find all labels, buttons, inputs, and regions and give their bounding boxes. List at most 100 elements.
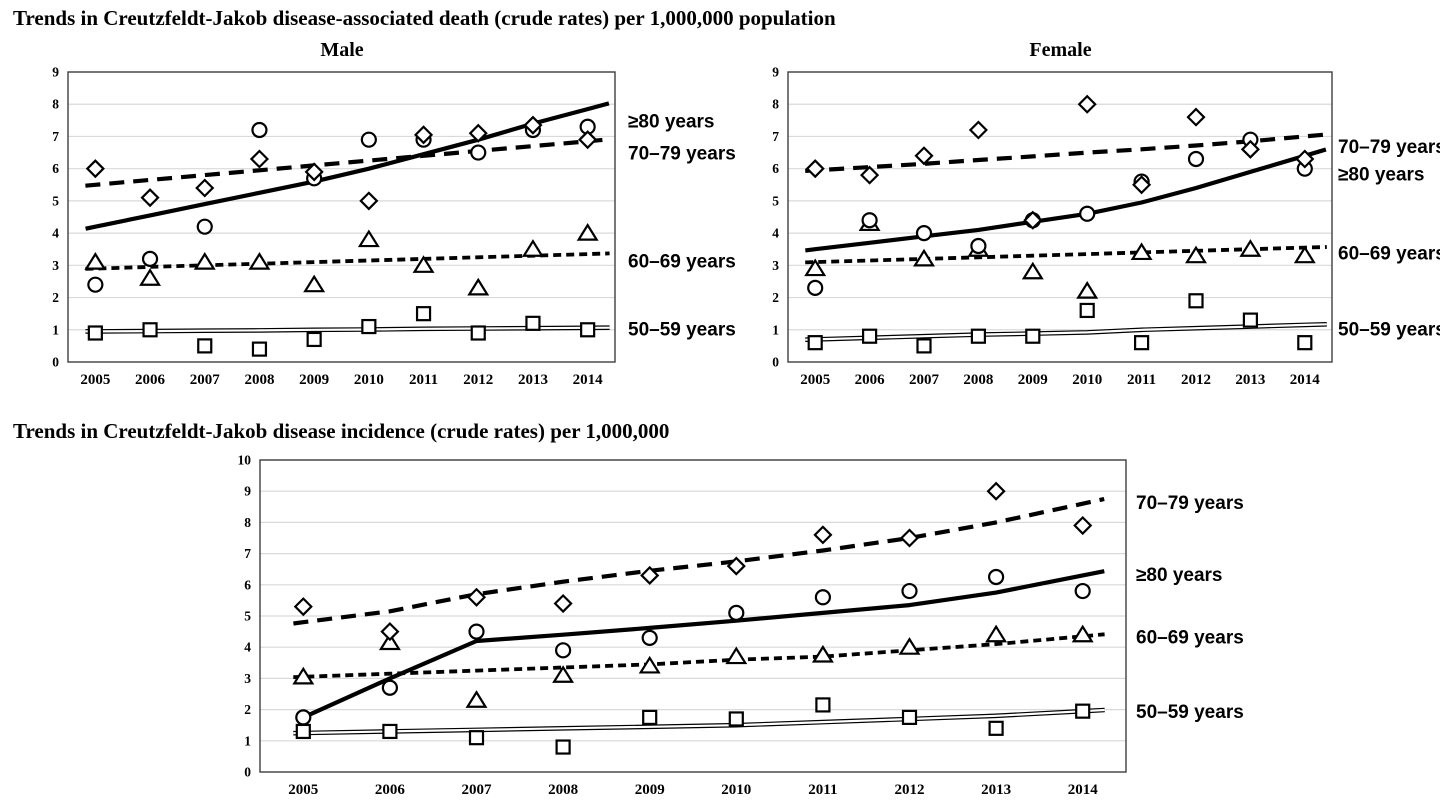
y-tick-label: 4: [244, 640, 251, 655]
trend-line-circle: [85, 101, 610, 231]
x-tick-label: 2005: [800, 372, 830, 388]
trend-line-diamond: [805, 132, 1327, 173]
plot-border: [787, 71, 1333, 363]
x-tick-label: 2010: [354, 372, 384, 388]
trend-line-diamond: [293, 496, 1105, 626]
male-chart-title: Male: [320, 39, 364, 61]
series-label: ≥80 years: [1136, 565, 1223, 586]
triangle-marker: [292, 666, 315, 685]
series-label: 60–69 years: [1338, 244, 1440, 265]
square-marker: [728, 711, 744, 727]
y-tick-label: 5: [244, 609, 251, 624]
triangle-marker: [84, 252, 107, 270]
triangle-marker: [804, 258, 827, 277]
series-label: 70–79 years: [1136, 493, 1244, 514]
square-marker: [1079, 302, 1095, 319]
square-marker: [1025, 328, 1041, 344]
square-marker: [1134, 335, 1150, 351]
triangle-marker: [1293, 245, 1316, 264]
circle-marker: [861, 212, 878, 229]
diamond-marker: [968, 120, 988, 140]
y-tick-label: 2: [244, 702, 251, 717]
square-marker: [197, 338, 213, 354]
y-tick-label: 1: [244, 733, 251, 748]
triangle-marker: [467, 277, 490, 296]
diamond-marker: [578, 130, 598, 150]
triangle-marker: [576, 223, 599, 241]
y-tick-label: 7: [52, 129, 59, 144]
circle-marker: [360, 131, 377, 148]
x-tick-label: 2009: [635, 782, 665, 798]
diamond-marker: [899, 528, 920, 548]
square-marker: [468, 730, 485, 746]
circle-marker: [987, 568, 1005, 586]
y-tick-label: 1: [772, 322, 779, 337]
diamond-marker: [553, 593, 573, 614]
x-tick-label: 2008: [244, 372, 274, 388]
triangle-marker: [1130, 242, 1153, 261]
triangle-marker: [303, 274, 326, 293]
x-tick-label: 2005: [288, 782, 318, 798]
series-label: 50–59 years: [1338, 319, 1440, 340]
trend-line-triangle: [805, 245, 1327, 265]
diamond-marker: [726, 556, 746, 576]
square-marker: [251, 341, 268, 357]
triangle-marker: [725, 646, 748, 665]
series-label: 50–59 years: [628, 319, 736, 340]
y-tick-label: 4: [52, 226, 59, 241]
triangle-marker: [412, 255, 435, 273]
x-tick-label: 2008: [548, 782, 578, 798]
x-tick-label: 2014: [1290, 372, 1321, 388]
y-tick-label: 9: [772, 65, 779, 80]
circle-marker: [295, 709, 312, 726]
square-marker: [306, 331, 322, 348]
triangle-marker: [1076, 281, 1099, 299]
series-label: ≥80 years: [1338, 165, 1425, 186]
trend-line-core: [293, 708, 1105, 735]
triangle-marker: [521, 239, 544, 257]
x-tick-label: 2012: [463, 372, 493, 388]
y-tick-label: 2: [52, 290, 59, 305]
y-tick-label: 8: [52, 97, 59, 112]
y-tick-label: 6: [244, 577, 251, 592]
y-tick-label: 6: [52, 161, 59, 176]
square-marker: [861, 328, 878, 344]
trend-line-core: [805, 323, 1327, 341]
square-marker: [815, 697, 831, 713]
circle-marker: [251, 121, 268, 139]
circle-marker: [141, 250, 159, 267]
square-marker: [415, 306, 432, 322]
trend-line-square: [293, 707, 1105, 736]
y-tick-label: 10: [238, 453, 252, 468]
series-label: 60–69 years: [628, 252, 736, 273]
diamond-marker: [413, 125, 434, 145]
triangle-marker: [1185, 245, 1207, 264]
triangle-marker: [985, 624, 1008, 643]
x-tick-label: 2011: [808, 782, 837, 798]
x-tick-label: 2010: [1072, 372, 1102, 388]
y-tick-label: 5: [52, 193, 59, 208]
male-death-chart: 0 1 2 3 4 5 6 7 8 9 2005 2006 2007 2008 2009 2010 2011 20…: [52, 65, 736, 389]
diamond-marker: [359, 191, 379, 211]
square-marker: [916, 338, 932, 354]
y-tick-label: 8: [772, 97, 779, 112]
y-tick-label: 3: [772, 258, 779, 273]
y-tick-label: 6: [772, 161, 779, 176]
y-tick-label: 0: [244, 765, 251, 780]
plot-border: [259, 459, 1127, 773]
x-tick-label: 2014: [573, 372, 604, 388]
y-tick-label: 1: [52, 322, 59, 337]
square-marker: [970, 328, 986, 344]
diamond-marker: [1077, 94, 1097, 114]
series-label: 60–69 years: [1136, 627, 1244, 648]
circle-marker: [814, 589, 832, 606]
death-charts-heading: Trends in Creutzfeldt-Jakob disease-asso…: [13, 6, 836, 30]
x-tick-label: 2011: [409, 372, 438, 388]
x-tick-label: 2006: [855, 372, 886, 388]
y-tick-label: 4: [772, 226, 779, 241]
diamond-marker: [914, 146, 934, 166]
circle-marker: [1079, 205, 1096, 222]
square-marker: [555, 739, 571, 755]
square-marker: [901, 709, 918, 725]
circle-marker: [381, 679, 398, 696]
